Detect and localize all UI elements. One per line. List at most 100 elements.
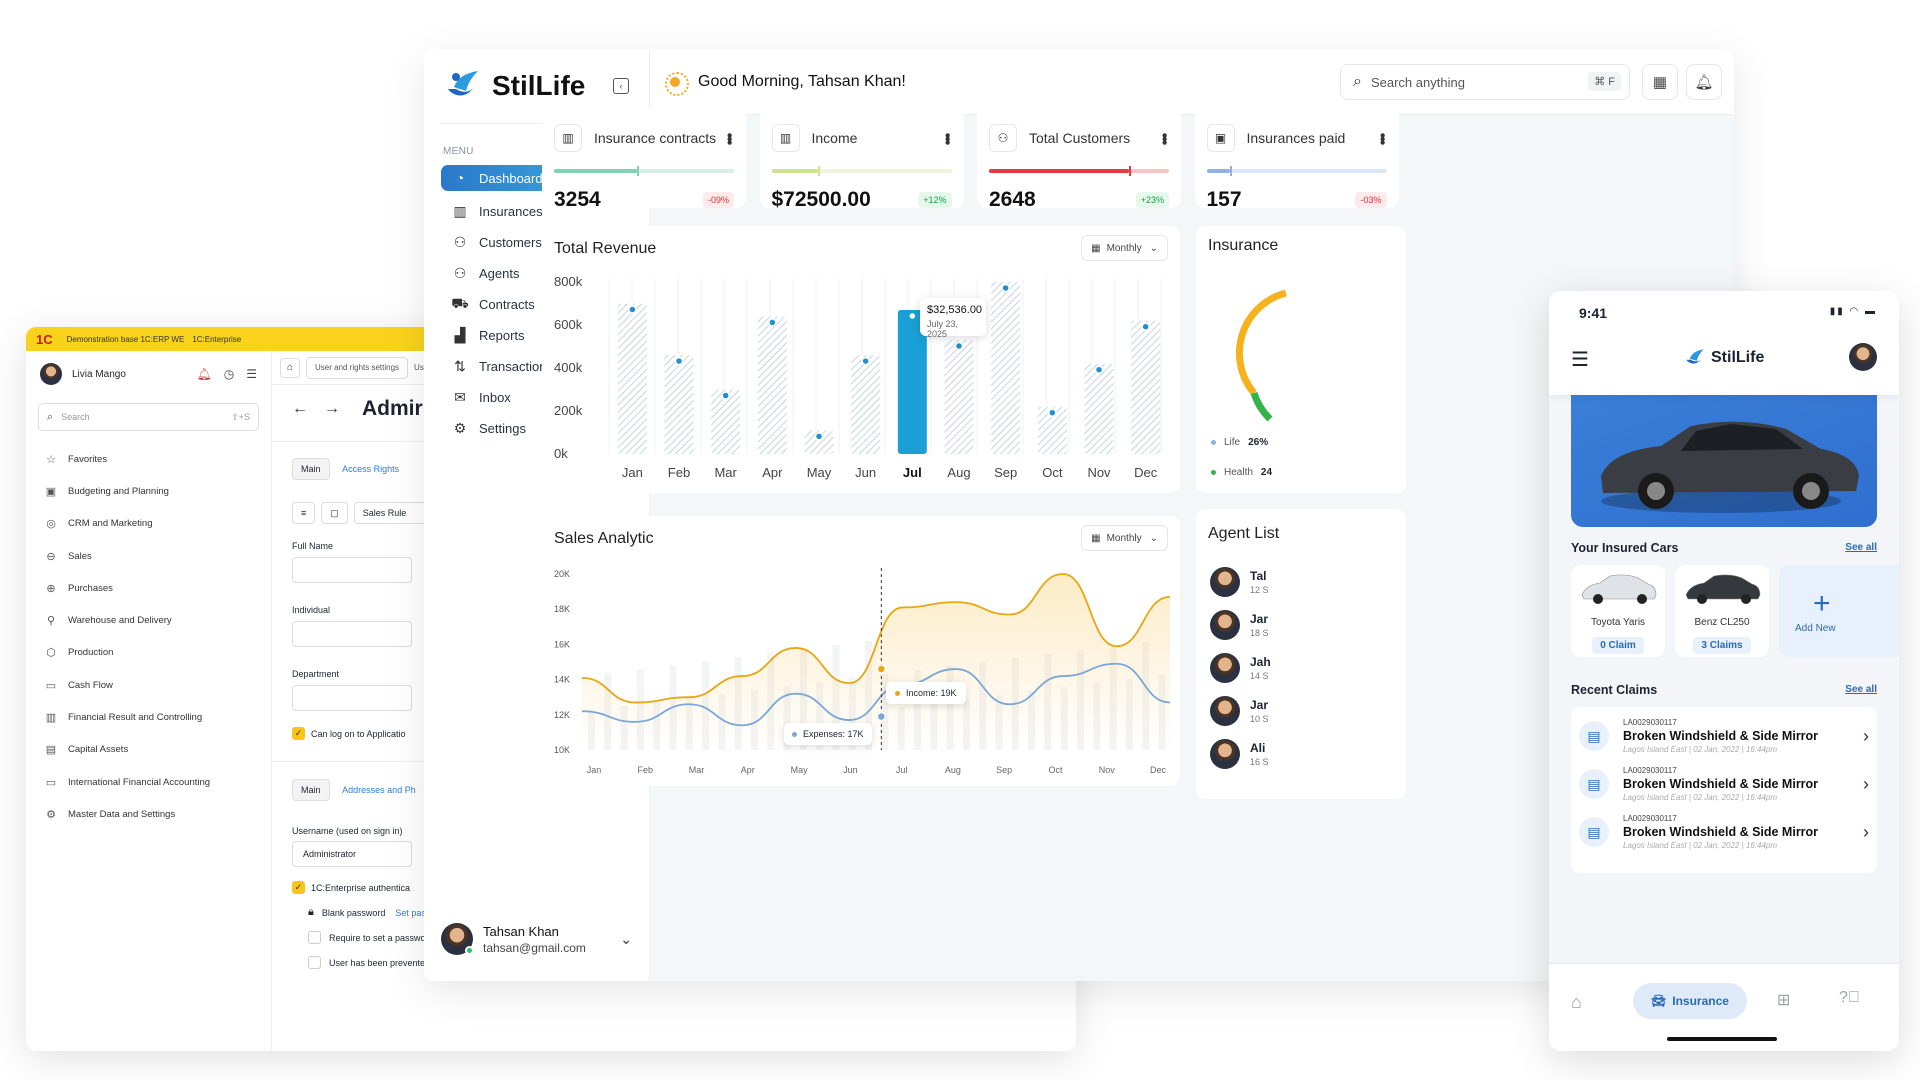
history-icon[interactable]: ◷ <box>223 367 235 381</box>
require-password-checkbox[interactable] <box>308 931 321 944</box>
sales-period-select[interactable]: ▦ Monthly ⌄ <box>1081 525 1168 551</box>
revenue-bar[interactable] <box>617 303 647 455</box>
see-all-cars-link[interactable]: See all <box>1845 542 1877 553</box>
claims-badge: 3 Claims <box>1693 637 1751 654</box>
help-icon[interactable]: ?⃝ <box>1839 989 1860 1006</box>
full-name-field[interactable] <box>292 557 412 583</box>
sales-rule-button[interactable]: Sales Rule <box>353 502 434 524</box>
mobile-brand-name: StilLife <box>1711 349 1765 366</box>
tab-main-2[interactable]: Main <box>292 779 330 801</box>
revenue-bar[interactable] <box>991 282 1021 454</box>
erp-nav-item[interactable]: ⚙ Master Data and Settings <box>44 798 271 830</box>
sidebar-item-inbox[interactable]: ✉ Inbox <box>441 382 632 413</box>
income-tooltip: Income: 19K <box>886 682 966 704</box>
forward-arrow-icon[interactable]: → <box>324 400 340 417</box>
chevron-down-icon[interactable]: ⌄ <box>620 930 632 947</box>
sidebar-item-insurances[interactable]: ▥ Insurances <box>441 196 632 227</box>
sidebar-item-contracts[interactable]: ⛟ Contracts <box>441 289 632 320</box>
nav-insurance[interactable]: 🚘︎ Insurance <box>1633 983 1747 1019</box>
more-options-icon[interactable]: ••• <box>1373 132 1391 144</box>
home-icon[interactable]: ⌂ <box>1571 992 1582 1012</box>
bell-icon[interactable]: 🔔︎ <box>1686 64 1722 100</box>
insured-car-card[interactable]: Toyota Yaris 0 Claim <box>1571 565 1665 657</box>
tab-next[interactable]: Us <box>414 363 424 372</box>
claim-item[interactable]: ▤ LA0029030117 Broken Windshield & Side Mi… <box>1579 714 1869 758</box>
cart-icon: ⛟ <box>451 295 469 311</box>
revenue-bar[interactable] <box>711 389 741 455</box>
revenue-bar[interactable] <box>1131 320 1161 454</box>
erp-nav-item[interactable]: ☆ Favorites <box>44 443 271 475</box>
comment-icon[interactable]: ▢ <box>321 502 348 524</box>
sidebar-item-label: Settings <box>479 421 526 436</box>
erp-nav-item[interactable]: ▭ International Financial Accounting <box>44 766 271 798</box>
individual-field[interactable] <box>292 621 412 647</box>
revenue-bar[interactable] <box>1037 406 1067 454</box>
hamburger-icon[interactable]: ☰ <box>1571 349 1589 371</box>
revenue-period-select[interactable]: ▦ Monthly ⌄ <box>1081 235 1168 261</box>
tab-main[interactable]: Main <box>292 458 330 480</box>
more-options-icon[interactable]: ••• <box>720 132 738 144</box>
revenue-bar[interactable] <box>851 355 881 454</box>
sidebar-item-transactions[interactable]: ⇅ Transactions <box>441 351 632 382</box>
add-new-car-button[interactable]: + Add New <box>1779 565 1899 657</box>
erp-nav-item[interactable]: ▥ Financial Result and Controlling <box>44 701 271 733</box>
revenue-bar[interactable] <box>944 340 974 454</box>
home-icon[interactable]: ⌂ <box>280 357 300 378</box>
chat-icon: ▤ <box>1579 817 1609 847</box>
can-log-on-checkbox[interactable]: ✓ <box>292 727 305 740</box>
more-options-icon[interactable]: ••• <box>1155 132 1173 144</box>
revenue-bar[interactable] <box>664 355 694 454</box>
sidebar-item-reports[interactable]: ▟ Reports <box>441 320 632 351</box>
erp-user[interactable]: Livia Mango 🔔︎ ◷ ☰ <box>26 351 271 397</box>
department-field[interactable] <box>292 685 412 711</box>
erp-nav-item[interactable]: ⚲ Warehouse and Delivery <box>44 604 271 636</box>
erp-nav-label: Cash Flow <box>68 679 113 691</box>
search-input[interactable]: ⌕ Search anything ⌘ F <box>1340 64 1630 100</box>
sidebar-item-agents[interactable]: ⚇ Agents <box>441 258 632 289</box>
tab-addresses[interactable]: Addresses and Ph <box>342 785 416 795</box>
list-icon[interactable]: ≡ <box>292 502 316 524</box>
transactions-icon: ⇅ <box>454 358 466 374</box>
hamburger-icon[interactable]: ☰ <box>246 367 257 381</box>
erp-nav-item[interactable]: ▭ Cash Flow <box>44 669 271 701</box>
more-options-icon[interactable]: ••• <box>938 132 956 144</box>
revenue-bar[interactable] <box>804 430 834 454</box>
bell-icon[interactable]: 🔔︎ <box>196 367 212 381</box>
see-all-claims-link[interactable]: See all <box>1845 684 1877 695</box>
sidebar-item-customers[interactable]: ⚇ Customers <box>441 227 632 258</box>
erp-search-input[interactable]: ⌕ Search ⇧+S <box>38 403 259 431</box>
erp-nav-item[interactable]: ⊕ Purchases <box>44 572 271 604</box>
username-field[interactable]: Administrator <box>292 841 412 867</box>
add-new-label: Add New <box>1795 623 1836 634</box>
erp-nav-item[interactable]: ◎ CRM and Marketing <box>44 508 271 540</box>
profile-name: Tahsan Khan <box>483 923 559 939</box>
legend-pct: 26% <box>1248 437 1269 448</box>
erp-logo: 1C <box>36 331 53 347</box>
building-icon: ▥ <box>453 203 467 219</box>
revenue-bar[interactable] <box>897 309 927 454</box>
collapse-sidebar-icon[interactable]: ‹ <box>613 78 629 94</box>
insured-car-card[interactable]: Benz CL250 3 Claims <box>1675 565 1769 657</box>
claim-item[interactable]: ▤ LA0029030117 Broken Windshield & Side Mi… <box>1579 762 1869 806</box>
calendar-icon[interactable]: ▦ <box>1642 64 1678 100</box>
tab-access-rights[interactable]: Access Rights <box>342 464 400 474</box>
apps-icon[interactable]: ⊞ <box>1777 992 1791 1009</box>
chevron-right-icon: › <box>1863 773 1869 794</box>
revenue-bar[interactable] <box>1084 363 1114 454</box>
auth-checkbox[interactable]: ✓ <box>292 881 305 894</box>
erp-nav-item[interactable]: ⊖ Sales <box>44 540 271 572</box>
sidebar-item-settings[interactable]: ⚙ Settings <box>441 413 632 444</box>
claim-item[interactable]: ▤ LA0029030117 Broken Windshield & Side Mi… <box>1579 810 1869 854</box>
back-arrow-icon[interactable]: ← <box>292 400 308 417</box>
agent-name: Jah <box>1250 655 1271 669</box>
erp-nav-item[interactable]: ▣ Budgeting and Planning <box>44 475 271 507</box>
revenue-bar[interactable] <box>757 316 787 454</box>
tab-user-rights[interactable]: User and rights settings <box>306 356 409 379</box>
set-password-link[interactable]: Set password <box>395 907 450 918</box>
avatar[interactable] <box>1849 343 1877 371</box>
prevent-change-checkbox[interactable] <box>308 956 321 969</box>
erp-nav-item[interactable]: ⬡ Production <box>44 637 271 669</box>
erp-nav-item[interactable]: ▤ Capital Assets <box>44 734 271 766</box>
user-profile[interactable]: Tahsan Khan tahsan@gmail.com ⌄ <box>441 911 632 967</box>
legend-pct: 24 <box>1260 467 1273 478</box>
